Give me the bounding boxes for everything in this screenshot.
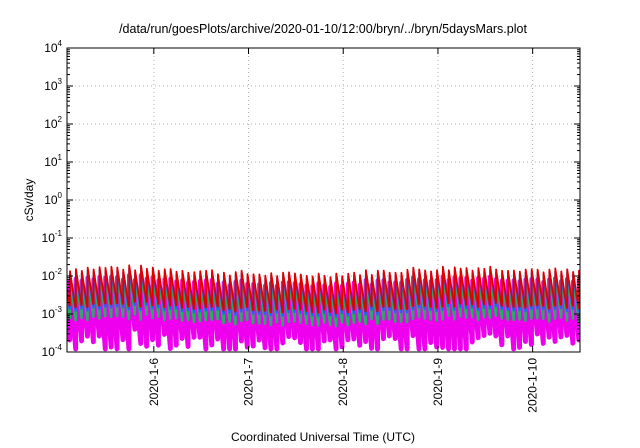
x-tick-label: 2020-1-6 [147,358,161,406]
y-ticks: 104 103 102 101 100 10-1 10-2 10-3 10-4 [42,39,580,359]
series-line-red [67,264,580,315]
y-tick-label: 10-2 [42,267,63,283]
chart-title: /data/run/goesPlots/archive/2020-01-10/1… [119,22,527,36]
y-tick-label: 102 [44,115,62,131]
x-axis-label: Coordinated Universal Time (UTC) [231,430,415,444]
y-tick-label: 10-4 [42,343,63,359]
x-tick-label: 2020-1-9 [431,358,445,406]
y-tick-label: 10-3 [42,305,63,321]
y-tick-label: 100 [44,191,62,207]
series-group [67,264,580,352]
y-axis-label: cSv/day [22,179,36,222]
x-tick-label: 2020-1-7 [242,358,256,406]
y-tick-label: 101 [44,153,62,169]
plot-area [67,264,580,352]
y-tick-label: 104 [44,39,62,55]
y-tick-label: 103 [44,77,62,93]
y-tick-label: 10-1 [42,229,63,245]
x-tick-label: 2020-1-10 [526,358,540,413]
x-tick-label: 2020-1-8 [336,358,350,406]
x-ticks: 2020-1-6 2020-1-7 2020-1-8 2020-1-9 2020-1-1… [147,48,540,413]
